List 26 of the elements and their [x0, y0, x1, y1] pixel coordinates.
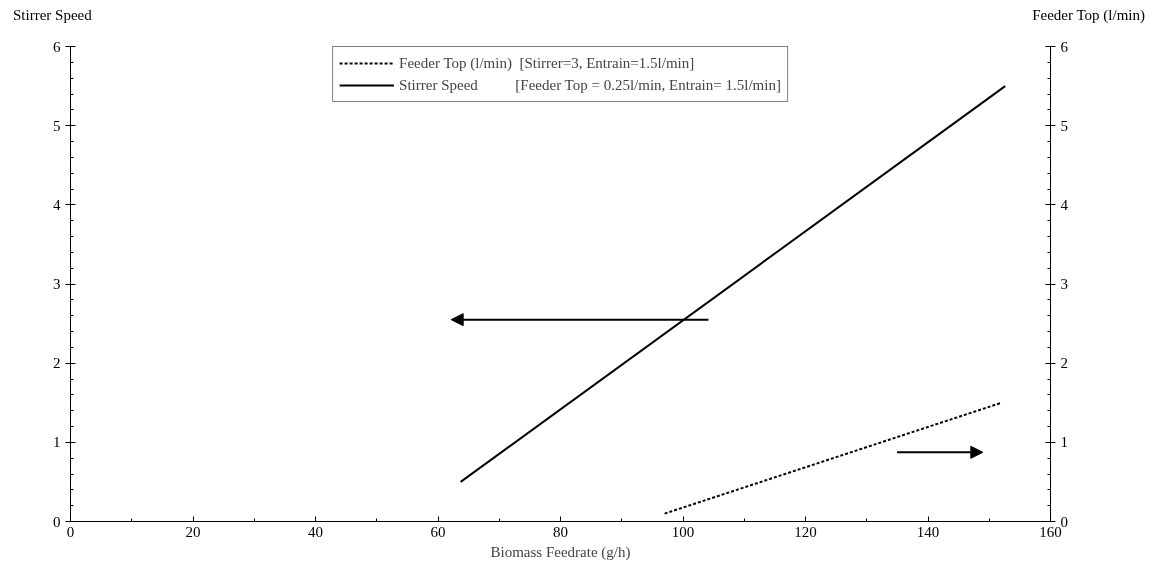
y-tick-label: 2 [53, 355, 61, 372]
y2-tick-label: 3 [1060, 276, 1068, 292]
y-tick-label: 5 [53, 117, 61, 134]
legend-label: Feeder Top (l/min) [Stirrer=3, Entrain=1.5l/min] [399, 54, 695, 72]
y2-tick-label: 2 [1060, 355, 1068, 372]
y-axis-title: Stirrer Speed [13, 6, 92, 25]
y-tick-label: 4 [53, 196, 61, 213]
y2-tick-label: 4 [1060, 196, 1069, 213]
y-tick-label: 1 [53, 434, 61, 451]
x-axis-title: Biomass Feedrate (g/h) [490, 543, 631, 561]
x-tick-label: 160 [1039, 523, 1062, 540]
y-tick-label: 3 [53, 276, 61, 292]
y2-tick-label: 6 [1060, 38, 1069, 55]
y-tick-label: 6 [53, 38, 61, 55]
y2-tick-label: 5 [1060, 117, 1068, 134]
y2-axis-title: Feeder Top (l/min) [1032, 6, 1145, 25]
x-tick-label: 140 [916, 523, 940, 540]
x-tick-label: 80 [553, 523, 568, 540]
x-tick-label: 0 [66, 523, 75, 540]
x-tick-label: 120 [794, 523, 817, 540]
legend-label: Stirrer Speed [Feeder Top = 0.25l/min, Entrain= 1.5l/min] [399, 76, 781, 94]
y2-tick-label: 1 [1060, 434, 1068, 451]
x-tick-label: 20 [185, 523, 201, 540]
x-tick-label: 40 [308, 523, 323, 540]
x-tick-label: 60 [430, 523, 446, 540]
x-tick-label: 100 [671, 523, 695, 540]
